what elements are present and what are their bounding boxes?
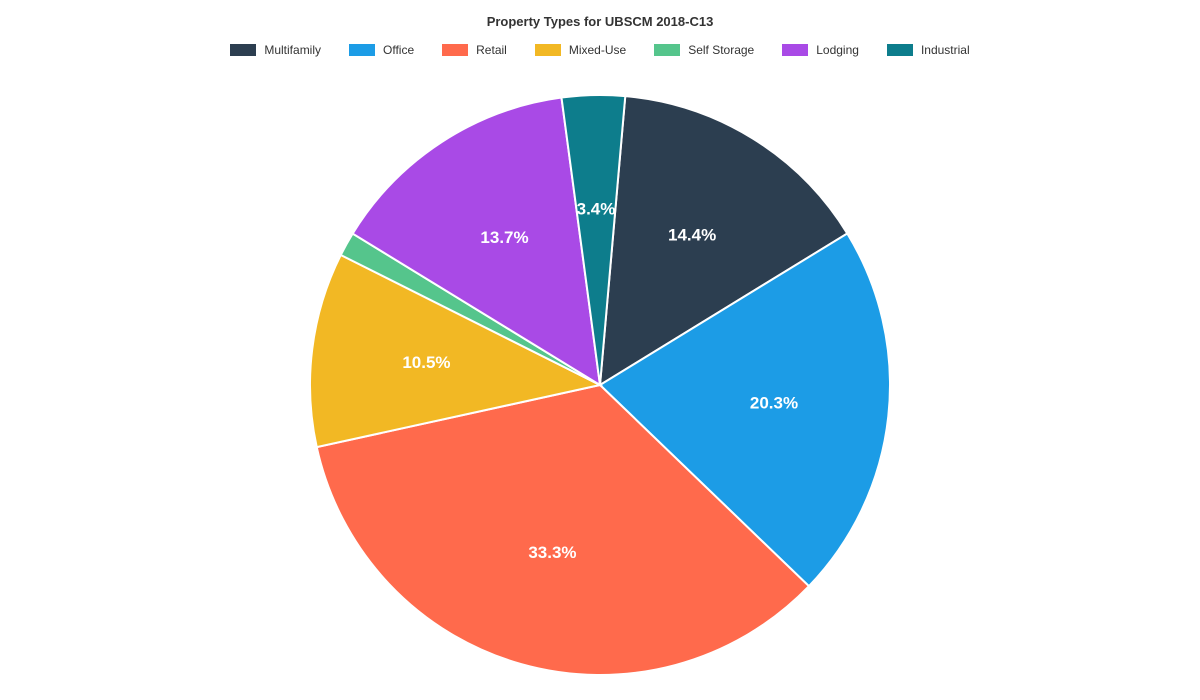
legend-label: Self Storage [688, 43, 754, 57]
legend: Multifamily Office Retail Mixed-Use Self Sto… [0, 43, 1200, 57]
slice-label: 14.4% [668, 226, 716, 245]
legend-item[interactable]: Self Storage [654, 43, 754, 57]
slice-label: 3.4% [577, 199, 616, 218]
legend-item[interactable]: Mixed-Use [535, 43, 626, 57]
legend-item[interactable]: Retail [442, 43, 507, 57]
legend-item[interactable]: Multifamily [230, 43, 321, 57]
slice-label: 10.5% [402, 353, 450, 372]
legend-label: Industrial [921, 43, 970, 57]
legend-swatch [782, 44, 808, 56]
slice-label: 33.3% [528, 543, 576, 562]
legend-label: Lodging [816, 43, 859, 57]
legend-swatch [349, 44, 375, 56]
legend-label: Mixed-Use [569, 43, 626, 57]
legend-label: Multifamily [264, 43, 321, 57]
slice-label: 20.3% [750, 393, 798, 412]
legend-item[interactable]: Lodging [782, 43, 859, 57]
slice-label: 13.7% [480, 228, 528, 247]
legend-item[interactable]: Industrial [887, 43, 970, 57]
legend-item[interactable]: Office [349, 43, 414, 57]
legend-swatch [887, 44, 913, 56]
legend-swatch [442, 44, 468, 56]
legend-swatch [535, 44, 561, 56]
pie-chart: 14.4% 20.3% 33.3% 10.5% 13.7% 3.4% [290, 75, 910, 695]
legend-label: Office [383, 43, 414, 57]
legend-swatch [230, 44, 256, 56]
pie-chart-container: 14.4% 20.3% 33.3% 10.5% 13.7% 3.4% [0, 80, 1200, 690]
legend-swatch [654, 44, 680, 56]
legend-label: Retail [476, 43, 507, 57]
chart-title: Property Types for UBSCM 2018-C13 [0, 0, 1200, 29]
